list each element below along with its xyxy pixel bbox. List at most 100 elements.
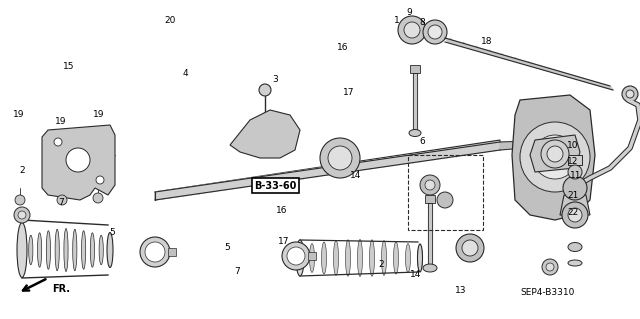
Text: 3: 3	[273, 75, 278, 84]
Ellipse shape	[64, 228, 68, 271]
Ellipse shape	[417, 244, 422, 272]
Text: 17: 17	[343, 88, 355, 97]
Polygon shape	[155, 142, 500, 200]
Text: 1: 1	[394, 16, 399, 25]
Circle shape	[93, 193, 103, 203]
Circle shape	[568, 165, 582, 179]
Ellipse shape	[346, 240, 351, 276]
Ellipse shape	[409, 130, 421, 137]
Circle shape	[563, 176, 587, 200]
Circle shape	[568, 208, 582, 222]
Text: 17: 17	[278, 237, 289, 246]
Text: 12: 12	[567, 157, 579, 166]
Ellipse shape	[55, 229, 60, 271]
Ellipse shape	[321, 242, 326, 274]
Text: 14: 14	[349, 171, 361, 180]
Text: 2: 2	[378, 260, 383, 269]
Ellipse shape	[90, 233, 95, 267]
Ellipse shape	[107, 233, 113, 268]
Circle shape	[425, 180, 435, 190]
Text: 7: 7	[234, 267, 239, 276]
Circle shape	[15, 195, 25, 205]
Ellipse shape	[406, 244, 410, 272]
Circle shape	[259, 84, 271, 96]
Circle shape	[462, 240, 478, 256]
Circle shape	[533, 135, 577, 179]
Ellipse shape	[20, 238, 24, 262]
Ellipse shape	[369, 240, 374, 276]
Ellipse shape	[99, 235, 103, 265]
Circle shape	[546, 263, 554, 271]
Text: 19: 19	[13, 110, 25, 119]
Text: SEP4-B3310: SEP4-B3310	[520, 288, 574, 297]
Text: 2: 2	[20, 166, 25, 175]
Circle shape	[140, 237, 170, 267]
Ellipse shape	[568, 260, 582, 266]
Ellipse shape	[381, 241, 387, 275]
Polygon shape	[230, 110, 300, 158]
Text: 14: 14	[410, 270, 422, 279]
Circle shape	[14, 207, 30, 223]
Ellipse shape	[73, 229, 77, 271]
Ellipse shape	[108, 238, 112, 262]
Text: 21: 21	[567, 191, 579, 200]
Circle shape	[520, 122, 590, 192]
Text: 19: 19	[55, 117, 67, 126]
Circle shape	[18, 211, 26, 219]
Ellipse shape	[310, 244, 314, 272]
Circle shape	[57, 195, 67, 205]
Polygon shape	[428, 203, 432, 265]
Ellipse shape	[298, 246, 303, 271]
Ellipse shape	[568, 242, 582, 251]
Text: 20: 20	[164, 16, 175, 25]
Text: 16: 16	[337, 43, 348, 52]
Polygon shape	[155, 140, 500, 200]
Text: 11: 11	[570, 171, 582, 180]
Ellipse shape	[29, 235, 33, 265]
Polygon shape	[42, 125, 115, 200]
Text: 7: 7	[58, 198, 63, 207]
Ellipse shape	[46, 231, 51, 269]
Ellipse shape	[17, 222, 27, 278]
Circle shape	[145, 242, 165, 262]
Circle shape	[66, 148, 90, 172]
Text: 13: 13	[455, 286, 467, 295]
Ellipse shape	[358, 240, 362, 277]
Polygon shape	[413, 73, 417, 130]
Text: 9: 9	[407, 8, 412, 17]
Polygon shape	[308, 252, 316, 260]
Polygon shape	[530, 135, 580, 172]
Text: 6: 6	[420, 137, 425, 146]
Text: 18: 18	[481, 37, 492, 46]
Circle shape	[547, 146, 563, 162]
Circle shape	[328, 146, 352, 170]
Polygon shape	[168, 248, 176, 256]
Polygon shape	[560, 195, 590, 215]
Text: B-33-60: B-33-60	[254, 181, 296, 191]
Text: 5: 5	[109, 228, 115, 237]
Ellipse shape	[417, 246, 422, 271]
Text: FR.: FR.	[52, 284, 70, 294]
Circle shape	[404, 22, 420, 38]
Ellipse shape	[394, 242, 399, 274]
Ellipse shape	[38, 233, 42, 267]
Text: 10: 10	[567, 141, 579, 150]
Circle shape	[456, 234, 484, 262]
Circle shape	[287, 247, 305, 265]
Text: 16: 16	[276, 206, 287, 215]
Circle shape	[437, 192, 453, 208]
Text: 8: 8	[420, 18, 425, 27]
Circle shape	[420, 175, 440, 195]
Circle shape	[54, 138, 62, 146]
Polygon shape	[445, 38, 613, 90]
Circle shape	[398, 16, 426, 44]
Circle shape	[320, 138, 360, 178]
Ellipse shape	[333, 241, 339, 275]
Text: 4: 4	[183, 69, 188, 78]
Circle shape	[282, 242, 310, 270]
Ellipse shape	[296, 240, 304, 276]
Polygon shape	[500, 140, 560, 150]
Circle shape	[562, 202, 588, 228]
Text: 5: 5	[225, 243, 230, 252]
Circle shape	[622, 86, 638, 102]
